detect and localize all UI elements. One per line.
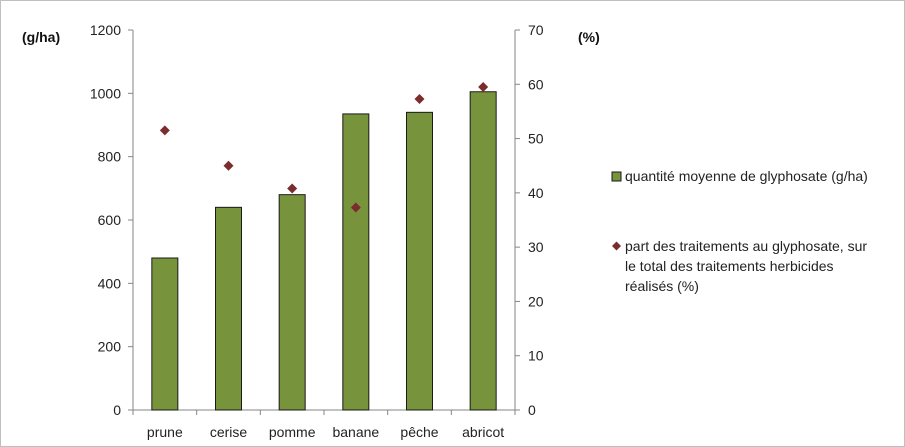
y-left-tick-label: 1000 <box>90 85 121 101</box>
legend-bar-label: quantité moyenne de glyphosate (g/ha) <box>625 168 868 184</box>
legend-point-label-line: réalisés (%) <box>625 278 699 294</box>
y-right-tick-label: 60 <box>528 76 544 92</box>
point-abricot <box>478 82 489 92</box>
y-right-tick-label: 30 <box>528 239 544 255</box>
y-left-tick-label: 600 <box>98 212 122 228</box>
y-right-tick-label: 20 <box>528 293 544 309</box>
y-left-tick-label: 0 <box>113 402 121 418</box>
x-tick-label: prune <box>147 424 183 440</box>
y-left-tick-label: 200 <box>98 339 122 355</box>
x-tick-label: banane <box>332 424 379 440</box>
y-right-tick-label: 70 <box>528 22 544 38</box>
bar-pêche <box>406 111 433 411</box>
bar-prune <box>151 257 179 411</box>
legend-point-label-line: part des traitements au glyphosate, sur <box>625 238 867 254</box>
bar-cerise <box>215 206 242 411</box>
y-left-unit-label: (g/ha) <box>22 29 60 45</box>
point-prune <box>159 125 170 136</box>
x-tick-label: pêche <box>400 424 438 440</box>
point-pomme <box>287 183 298 194</box>
point-banane <box>350 202 361 213</box>
legend-point-swatch <box>612 241 621 251</box>
y-left-tick-label: 800 <box>98 149 122 165</box>
y-left-tick-label: 400 <box>98 275 122 291</box>
point-pêche <box>414 93 425 104</box>
y-right-tick-label: 10 <box>528 348 544 364</box>
legend-point-label-line: le total des traitements herbicides <box>625 258 834 274</box>
plot-area: 0 200 400 600 800 1000 1200 0 10 20 30 40 50 60 70 prun… <box>90 22 544 440</box>
x-tick-label: pomme <box>269 424 316 440</box>
y-right-tick-label: 0 <box>528 402 536 418</box>
bar-abricot <box>469 91 497 411</box>
point-cerise <box>223 160 234 171</box>
y-left-tick-label: 1200 <box>90 22 121 38</box>
y-right-tick-label: 50 <box>528 131 544 147</box>
y-right-tick-label: 40 <box>528 185 544 201</box>
bar-pomme <box>278 194 306 411</box>
legend: quantité moyenne de glyphosate (g/ha) par… <box>611 168 868 294</box>
y-right-unit-label: (%) <box>578 29 600 45</box>
bar-banane <box>342 113 370 411</box>
x-tick-label: cerise <box>210 424 248 440</box>
legend-bar-swatch <box>611 171 622 182</box>
x-tick-label: abricot <box>462 424 504 440</box>
